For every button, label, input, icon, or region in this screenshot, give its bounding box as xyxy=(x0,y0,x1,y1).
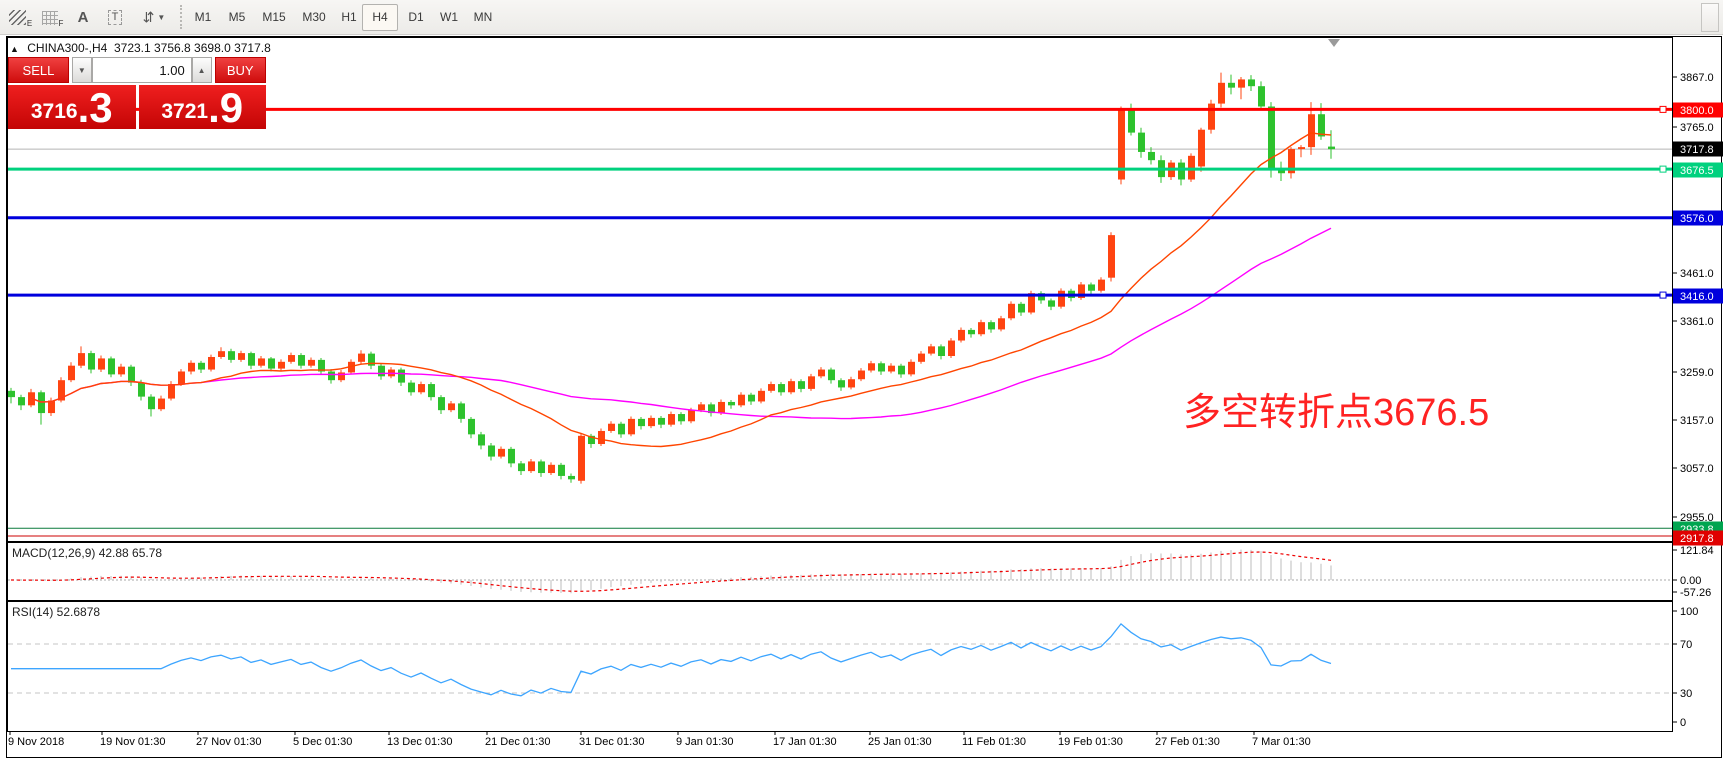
svg-text:0.00: 0.00 xyxy=(1680,575,1701,587)
grid-icon xyxy=(41,10,58,25)
svg-text:100: 100 xyxy=(1680,606,1698,618)
svg-text:31 Dec 01:30: 31 Dec 01:30 xyxy=(579,736,644,748)
svg-text:17 Jan 01:30: 17 Jan 01:30 xyxy=(773,736,837,748)
svg-text:3461.0: 3461.0 xyxy=(1680,268,1714,280)
arrange-windows-button[interactable]: ⇵ ▼ xyxy=(134,3,174,32)
timeframe-button-m30[interactable]: M30 xyxy=(302,10,326,24)
timeframe-button-m1[interactable]: M1 xyxy=(194,10,212,24)
svg-text:121.84: 121.84 xyxy=(1680,545,1714,557)
textbox-tool-icon: T xyxy=(107,10,123,25)
buy-price-main: 3721 xyxy=(161,100,209,123)
svg-text:3800.0: 3800.0 xyxy=(1680,105,1714,117)
horizontal-lines[interactable] xyxy=(8,105,1672,537)
svg-text:0: 0 xyxy=(1680,717,1686,729)
volume-input[interactable] xyxy=(91,57,192,83)
pane-frames xyxy=(6,36,1722,758)
svg-text:9 Nov 2018: 9 Nov 2018 xyxy=(8,736,64,748)
line-handle[interactable] xyxy=(1659,105,1667,113)
textbox-tool-button[interactable]: T xyxy=(99,3,131,32)
symbol-title: CHINA300-,H4 xyxy=(27,41,108,55)
svg-text:11 Feb 01:30: 11 Feb 01:30 xyxy=(962,736,1026,748)
svg-text:70: 70 xyxy=(1680,639,1692,651)
timeframe-button-w1[interactable]: W1 xyxy=(440,10,458,24)
one-click-trading-panel: SELL ▼ ▲ BUY 3716.3 3721.9 xyxy=(8,57,266,129)
svg-text:3361.0: 3361.0 xyxy=(1680,316,1714,328)
ohlc-values: 3723.1 3756.8 3698.0 3717.8 xyxy=(113,41,271,55)
svg-text:3765.0: 3765.0 xyxy=(1680,122,1714,134)
collapse-triangle-icon[interactable]: ▲ xyxy=(10,44,19,54)
macd-label: MACD(12,26,9) 42.88 65.78 xyxy=(12,546,163,560)
timeframe-button-m15[interactable]: M15 xyxy=(262,10,286,24)
macd-pane[interactable]: 121.84 0.00-57.26 xyxy=(8,545,1714,599)
svg-text:-57.26: -57.26 xyxy=(1680,587,1711,599)
sell-price-panel[interactable]: 3716.3 xyxy=(8,85,136,129)
rsi-pane[interactable]: 100 70 30 0 xyxy=(8,606,1698,729)
line-studies-sub-label: E xyxy=(26,19,33,28)
line-handle[interactable] xyxy=(1659,291,1667,299)
svg-text:13 Dec 01:30: 13 Dec 01:30 xyxy=(387,736,452,748)
svg-text:30: 30 xyxy=(1680,688,1692,700)
chart-header: ▲ CHINA300-,H4 3723.1 3756.8 3698.0 3717… xyxy=(10,41,271,55)
date-axis[interactable]: 9 Nov 2018 19 Nov 01:30 27 Nov 01:30 5 Dec … xyxy=(8,731,1311,748)
moving-averages xyxy=(30,132,1332,448)
svg-text:3717.8: 3717.8 xyxy=(1680,144,1714,156)
svg-text:2955.0: 2955.0 xyxy=(1680,512,1714,524)
candles[interactable] xyxy=(8,72,1335,484)
sell-price-fraction: .3 xyxy=(77,84,113,131)
svg-text:19 Feb 01:30: 19 Feb 01:30 xyxy=(1058,736,1123,748)
svg-text:27 Feb 01:30: 27 Feb 01:30 xyxy=(1155,736,1220,748)
timeframe-button-mn[interactable]: MN xyxy=(473,10,493,24)
svg-text:21 Dec 01:30: 21 Dec 01:30 xyxy=(485,736,550,748)
svg-text:3416.0: 3416.0 xyxy=(1680,291,1714,303)
svg-text:19 Nov 01:30: 19 Nov 01:30 xyxy=(100,736,165,748)
svg-text:5 Dec 01:30: 5 Dec 01:30 xyxy=(293,736,352,748)
buy-price-fraction: .9 xyxy=(208,84,244,131)
svg-text:3576.0: 3576.0 xyxy=(1680,213,1714,225)
svg-text:25 Jan 01:30: 25 Jan 01:30 xyxy=(868,736,932,748)
price-axis[interactable]: 3867.0 3765.0 3461.0 3361.0 3259.0 3157.0 3057… xyxy=(1672,72,1723,546)
timeframe-button-h1[interactable]: H1 xyxy=(341,10,357,24)
svg-text:3057.0: 3057.0 xyxy=(1680,463,1714,475)
svg-text:3259.0: 3259.0 xyxy=(1680,367,1714,379)
toolbar-separator xyxy=(180,5,182,29)
text-tool-button[interactable]: A xyxy=(68,3,98,32)
grid-icon-button[interactable]: F xyxy=(36,3,68,32)
svg-text:3676.5: 3676.5 xyxy=(1680,165,1714,177)
buy-price-panel[interactable]: 3721.9 xyxy=(138,84,266,131)
svg-text:3157.0: 3157.0 xyxy=(1680,415,1714,427)
line-studies-icon-button[interactable]: E xyxy=(4,3,36,32)
svg-text:27 Nov 01:30: 27 Nov 01:30 xyxy=(196,736,261,748)
text-tool-icon: A xyxy=(77,9,89,26)
svg-text:2917.8: 2917.8 xyxy=(1680,533,1714,545)
sell-button[interactable]: SELL xyxy=(8,57,69,83)
arrange-windows-icon: ⇵ xyxy=(142,9,155,25)
grid-sub-label: F xyxy=(58,19,64,28)
timeframe-button-d1[interactable]: D1 xyxy=(408,10,424,24)
line-studies-icon xyxy=(8,10,26,25)
timeframe-button-h4[interactable]: H4 xyxy=(362,4,398,31)
toolbar-grip[interactable] xyxy=(1701,3,1719,32)
svg-text:3867.0: 3867.0 xyxy=(1680,72,1714,84)
chart-shift-marker[interactable] xyxy=(1328,39,1340,47)
volume-increase-button[interactable]: ▲ xyxy=(191,57,212,83)
svg-text:7 Mar 01:30: 7 Mar 01:30 xyxy=(1252,736,1311,748)
rsi-label: RSI(14) 52.6878 xyxy=(12,605,101,619)
sell-price-main: 3716 xyxy=(30,100,78,123)
timeframe-button-m5[interactable]: M5 xyxy=(228,10,246,24)
buy-button[interactable]: BUY xyxy=(214,57,266,83)
chart-text-annotation[interactable]: 多空转折点3676.5 xyxy=(1183,392,1490,434)
chevron-down-icon: ▼ xyxy=(157,13,166,22)
volume-decrease-button[interactable]: ▼ xyxy=(71,57,92,83)
line-handle[interactable] xyxy=(1659,165,1667,173)
svg-text:9 Jan 01:30: 9 Jan 01:30 xyxy=(676,736,734,748)
toolbar: E F A T ⇵ ▼ M1 M5 M15 M30 H1 H4 D1 W1 MN xyxy=(0,0,1723,35)
